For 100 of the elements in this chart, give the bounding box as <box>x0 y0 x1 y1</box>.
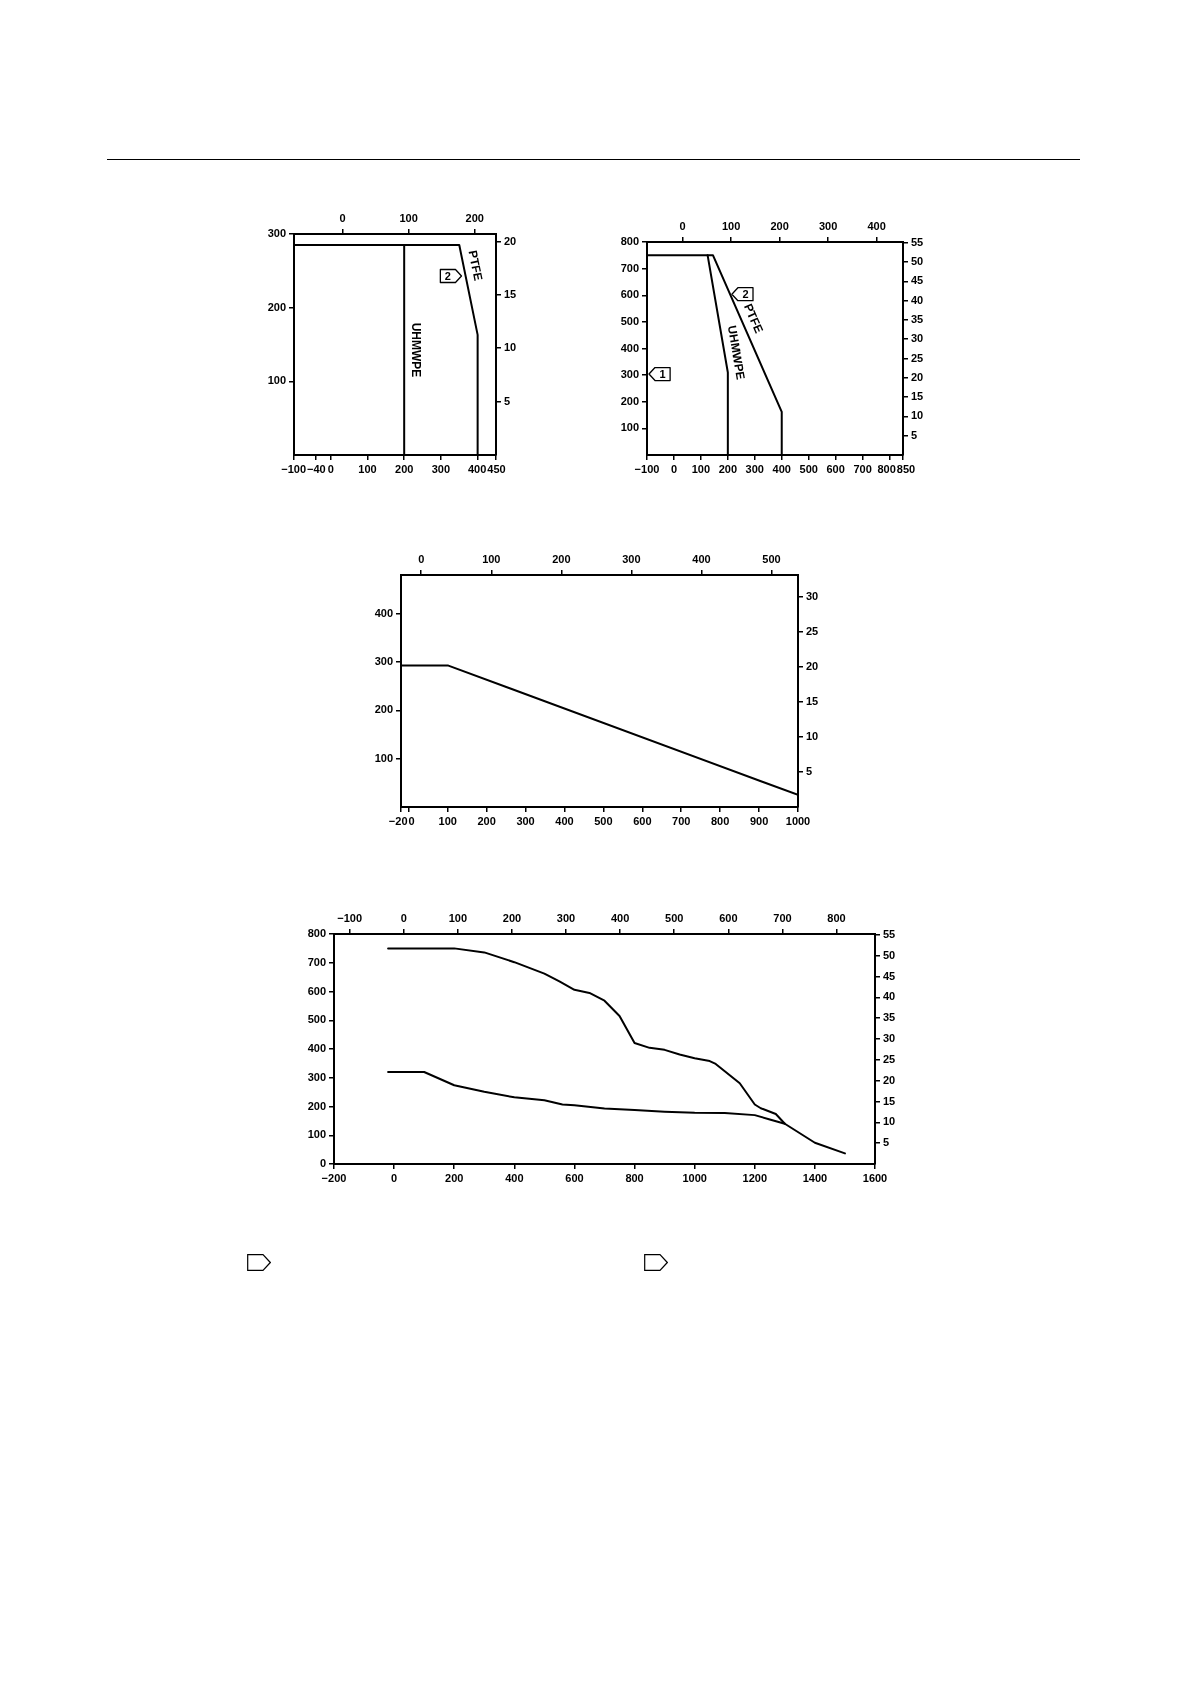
x2-tick-label: 0 <box>339 212 346 225</box>
y2-tick-label: 55 <box>911 235 924 248</box>
x-tick-label: 1200 <box>742 1171 768 1184</box>
y-tick-label: 300 <box>620 368 639 381</box>
x-tick-label: 0 <box>670 462 678 475</box>
y2-tick-label: 15 <box>883 1094 896 1107</box>
x-tick-label: 450 <box>487 462 506 475</box>
x-tick-label: −100 <box>281 462 307 475</box>
x-tick-label: 600 <box>565 1171 584 1184</box>
x-tick-label: 700 <box>853 462 872 475</box>
x-tick-label: 1400 <box>802 1171 828 1184</box>
x-tick-label: 600 <box>633 814 652 827</box>
x-tick-label: 100 <box>691 462 711 475</box>
x-tick-label: −20 <box>388 814 408 827</box>
text: PTFE <box>465 249 486 282</box>
x-tick-label: 400 <box>555 814 574 827</box>
text: UHMWPE <box>408 322 423 378</box>
x2-tick-label: 100 <box>721 220 741 233</box>
x2-tick-label: 500 <box>665 912 684 925</box>
x2-tick-label: 400 <box>692 553 711 566</box>
x-tick-label: 300 <box>745 462 764 475</box>
y-tick-label: 400 <box>307 1042 326 1055</box>
x-tick-label: 300 <box>516 814 535 827</box>
y2-tick-label: 50 <box>883 948 896 961</box>
y2-tick-label: 10 <box>806 729 819 742</box>
x-tick-label: 100 <box>438 814 457 827</box>
annotation: 2 <box>444 269 451 282</box>
x2-tick-label: 200 <box>465 212 484 225</box>
y-tick-label: 700 <box>307 955 326 968</box>
y2-tick-label: 35 <box>883 1011 896 1024</box>
x-tick-label: 400 <box>505 1171 524 1184</box>
y2-tick-label: 15 <box>806 694 819 707</box>
x-tick-label: 850 <box>896 462 916 475</box>
x2-tick-label: 500 <box>762 553 781 566</box>
x-tick-label: −100 <box>634 462 660 475</box>
y2-tick-label: 50 <box>911 255 924 268</box>
y-tick-label: 400 <box>374 606 393 619</box>
x-tick-label: −200 <box>321 1171 347 1184</box>
x-tick-label: 100 <box>358 462 377 475</box>
x2-tick-label: 700 <box>773 912 792 925</box>
y2-tick-label: 30 <box>806 589 819 602</box>
x-tick-label: 800 <box>710 814 730 827</box>
x2-tick-label: 0 <box>400 912 407 925</box>
y2-tick-label: 25 <box>911 351 924 364</box>
x2-tick-label: 0 <box>418 553 425 566</box>
x2-tick-label: 200 <box>502 912 522 925</box>
annotation: 1 <box>659 367 666 380</box>
y-tick-label: 300 <box>307 1070 326 1083</box>
x-tick-label: 600 <box>826 462 845 475</box>
y2-tick-label: 35 <box>911 312 924 325</box>
x2-tick-label: 400 <box>610 912 630 925</box>
y-tick-label: 200 <box>620 394 639 407</box>
y2-tick-label: 5 <box>911 428 918 441</box>
y-tick-label: 100 <box>307 1128 326 1141</box>
x-tick-label: 0 <box>327 462 334 475</box>
x2-tick-label: −100 <box>337 912 363 925</box>
y-tick-label: 700 <box>620 261 639 274</box>
y2-tick-label: 25 <box>883 1052 896 1065</box>
x-tick-label: 700 <box>672 814 691 827</box>
x-tick-label: 200 <box>477 814 496 827</box>
y2-tick-label: 15 <box>504 287 517 300</box>
x-tick-label: 400 <box>772 462 791 475</box>
x2-tick-label: 400 <box>867 220 886 233</box>
y2-tick-label: 20 <box>504 234 517 247</box>
y-tick-label: 0 <box>319 1157 326 1170</box>
y-tick-label: 200 <box>374 703 393 716</box>
y2-tick-label: 40 <box>911 293 924 306</box>
y-tick-label: 100 <box>267 374 286 387</box>
x2-tick-label: 0 <box>679 220 686 233</box>
y2-tick-label: 20 <box>883 1073 896 1086</box>
x-tick-label: −40 <box>307 462 326 475</box>
x-tick-label: 0 <box>408 814 415 827</box>
y2-tick-label: 10 <box>883 1115 896 1128</box>
x2-tick-label: 300 <box>556 912 576 925</box>
y2-tick-label: 20 <box>911 370 924 383</box>
x2-tick-label: 100 <box>482 553 501 566</box>
y-tick-label: 600 <box>620 288 639 301</box>
y-tick-label: 500 <box>307 1013 326 1026</box>
y2-tick-label: 25 <box>806 624 819 637</box>
y-tick-label: 400 <box>620 341 639 354</box>
y2-tick-label: 45 <box>883 969 896 982</box>
x-tick-label: 300 <box>431 462 451 475</box>
y-tick-label: 200 <box>307 1099 326 1112</box>
annotation: 2 <box>742 287 749 300</box>
x-tick-label: 1600 <box>862 1171 888 1184</box>
x2-tick-label: 300 <box>818 220 838 233</box>
x2-tick-label: 200 <box>770 220 789 233</box>
x-tick-label: 500 <box>594 814 613 827</box>
x-tick-label: 200 <box>718 462 738 475</box>
y2-tick-label: 10 <box>504 341 517 354</box>
y2-tick-label: 10 <box>911 409 924 422</box>
x2-tick-label: 600 <box>719 912 738 925</box>
y-tick-label: 200 <box>267 300 286 313</box>
y2-tick-label: 5 <box>883 1136 890 1149</box>
y-tick-label: 800 <box>307 927 326 940</box>
x-tick-label: 500 <box>799 462 818 475</box>
x2-tick-label: 200 <box>552 553 571 566</box>
x-tick-label: 200 <box>395 462 414 475</box>
x-tick-label: 900 <box>749 814 769 827</box>
y2-tick-label: 15 <box>911 390 924 403</box>
